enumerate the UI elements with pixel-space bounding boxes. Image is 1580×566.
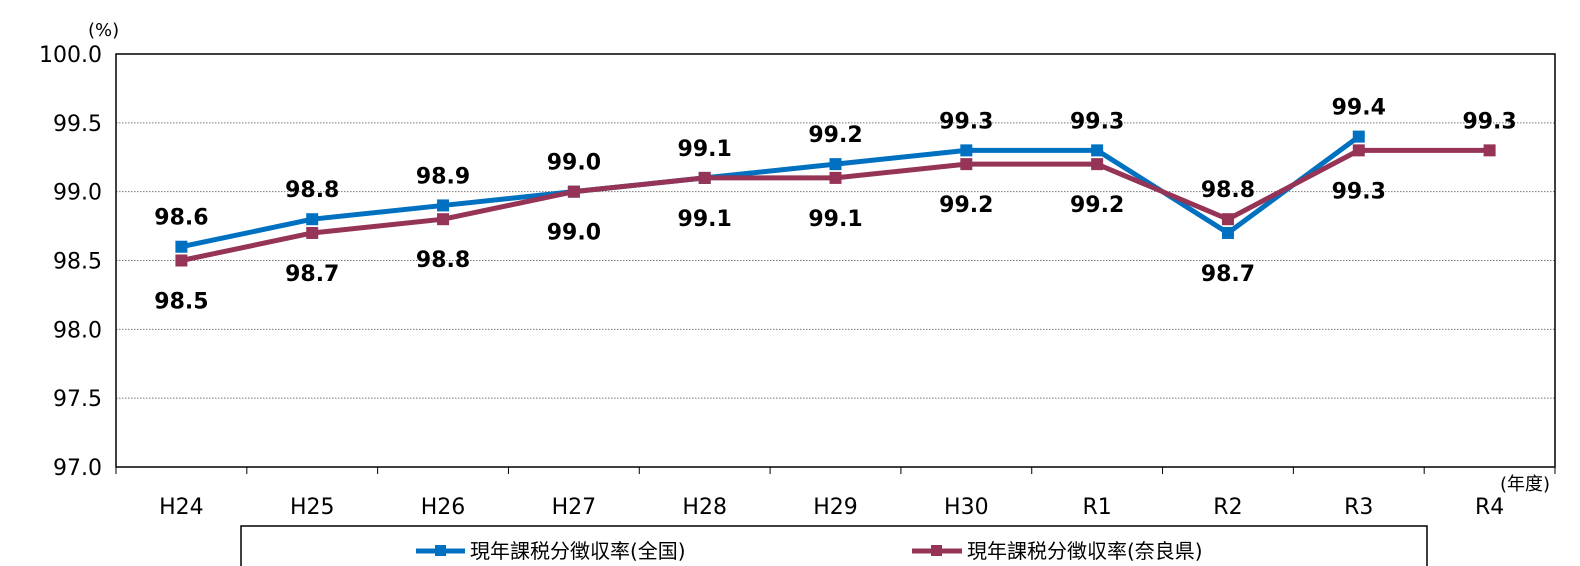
data-point-1 bbox=[698, 171, 711, 184]
x-tick-label: H24 bbox=[159, 495, 204, 520]
plot-area bbox=[115, 53, 1556, 468]
data-point-0 bbox=[1221, 226, 1234, 239]
data-point-1 bbox=[1483, 144, 1496, 157]
legend-label-national: 現年課税分徴収率(全国) bbox=[470, 539, 686, 563]
data-point-0 bbox=[175, 240, 188, 253]
y-tick-label: 98.0 bbox=[53, 318, 102, 343]
data-label-0: 98.7 bbox=[1201, 262, 1255, 287]
data-label-0: 99.3 bbox=[939, 109, 993, 134]
x-tick-label: R2 bbox=[1213, 495, 1242, 520]
data-point-1 bbox=[1091, 158, 1104, 171]
data-point-1 bbox=[1352, 144, 1365, 157]
data-point-0 bbox=[829, 158, 842, 171]
data-label-1: 99.2 bbox=[1070, 193, 1124, 218]
data-point-0 bbox=[960, 144, 973, 157]
legend-box bbox=[240, 525, 1428, 566]
data-label-0: 99.3 bbox=[1070, 109, 1124, 134]
y-tick-label: 99.0 bbox=[53, 181, 102, 206]
legend-marker-national bbox=[435, 545, 446, 556]
y-tick-label: 97.0 bbox=[53, 456, 102, 481]
data-label-1: 99.3 bbox=[1462, 109, 1516, 134]
series-lines bbox=[175, 130, 1496, 267]
y-tick-label: 98.5 bbox=[53, 250, 102, 275]
data-point-0 bbox=[306, 213, 319, 226]
data-label-1: 99.1 bbox=[808, 207, 862, 232]
data-point-1 bbox=[437, 213, 450, 226]
data-label-1: 99.1 bbox=[678, 207, 732, 232]
x-tick-label: R4 bbox=[1475, 495, 1504, 520]
x-tick-label: H28 bbox=[682, 495, 727, 520]
legend: 現年課税分徴収率(全国) 現年課税分徴収率(奈良県) bbox=[240, 525, 1428, 566]
data-point-1 bbox=[306, 226, 319, 239]
data-label-1: 99.2 bbox=[939, 193, 993, 218]
data-label-1: 98.8 bbox=[416, 248, 470, 273]
data-point-1 bbox=[960, 158, 973, 171]
y-tick-label: 100.0 bbox=[39, 43, 102, 68]
data-label-1: 99.3 bbox=[1332, 179, 1386, 204]
x-tick-label: H27 bbox=[552, 495, 597, 520]
data-point-0 bbox=[1352, 130, 1365, 143]
data-labels: 98.6 98.5 98.8 98.7 98.9 98.8 99.0 99.0 99.1 99.1… bbox=[154, 96, 1516, 315]
data-label-0: 98.8 bbox=[285, 178, 339, 203]
x-tick-label: R1 bbox=[1082, 495, 1111, 520]
data-label-0: 99.4 bbox=[1332, 96, 1386, 121]
data-point-1 bbox=[1221, 213, 1234, 226]
x-tick-label: H26 bbox=[421, 495, 466, 520]
data-label-1: 98.7 bbox=[285, 262, 339, 287]
x-tick-label: H29 bbox=[813, 495, 858, 520]
data-point-1 bbox=[175, 254, 188, 267]
y-tick-label: 97.5 bbox=[53, 387, 102, 412]
data-label-0: 99.1 bbox=[678, 137, 732, 162]
data-label-0: 99.2 bbox=[808, 123, 862, 148]
data-label-0: 98.9 bbox=[416, 164, 470, 189]
legend-marker-nara bbox=[931, 545, 942, 556]
x-tick-label: R3 bbox=[1344, 495, 1373, 520]
data-label-1: 99.0 bbox=[547, 221, 601, 246]
x-tick-label: H30 bbox=[944, 495, 989, 520]
x-tick-label: H25 bbox=[290, 495, 335, 520]
data-point-0 bbox=[437, 199, 450, 212]
y-axis-unit: (%) bbox=[88, 20, 119, 41]
x-axis-unit: (年度) bbox=[1500, 474, 1550, 495]
data-point-1 bbox=[829, 171, 842, 184]
y-tick-label: 99.5 bbox=[53, 112, 102, 137]
data-label-0: 98.6 bbox=[154, 206, 208, 231]
data-point-1 bbox=[567, 185, 580, 198]
data-label-1: 98.8 bbox=[1201, 178, 1255, 203]
data-point-0 bbox=[1091, 144, 1104, 157]
axes: 97.0 97.5 98.0 98.5 99.0 99.5 100.0 H24 H25 H26 H2… bbox=[39, 43, 1556, 520]
data-label-0: 99.0 bbox=[547, 151, 601, 176]
data-label-1: 98.5 bbox=[154, 290, 208, 315]
legend-label-nara: 現年課税分徴収率(奈良県) bbox=[967, 539, 1203, 563]
